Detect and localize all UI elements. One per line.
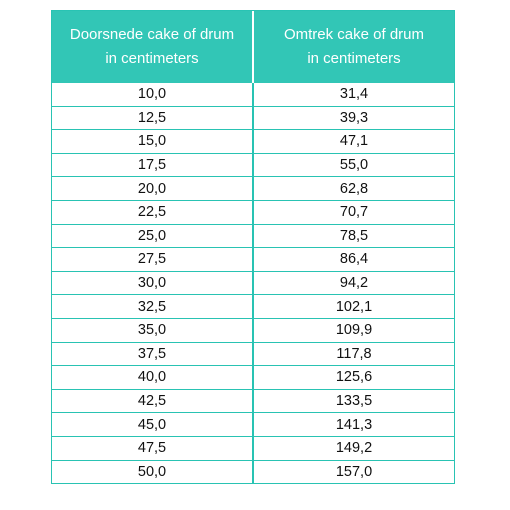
table-row: 42,5 133,5	[52, 389, 454, 414]
diameter-cell: 40,0	[52, 365, 254, 390]
table-row: 17,5 55,0	[52, 153, 454, 178]
diameter-cell: 25,0	[52, 224, 254, 249]
table-row: 35,0 109,9	[52, 318, 454, 343]
diameter-cell: 20,0	[52, 176, 254, 201]
table-row: 25,0 78,5	[52, 224, 454, 249]
header-diameter: Doorsnede cake of drum in centimeters	[52, 11, 254, 83]
conversion-table-container: Doorsnede cake of drum in centimeters Om…	[51, 10, 455, 485]
circumference-cell: 78,5	[253, 224, 454, 249]
diameter-cell: 45,0	[52, 412, 254, 437]
table-row: 27,5 86,4	[52, 247, 454, 272]
diameter-cell: 42,5	[52, 389, 254, 414]
header-circumference: Omtrek cake of drum in centimeters	[253, 11, 454, 83]
header-diameter-line-2: in centimeters	[105, 50, 199, 67]
table-row: 47,5 149,2	[52, 436, 454, 461]
diameter-cell: 12,5	[52, 106, 254, 131]
table-row: 50,0 157,0	[52, 460, 454, 484]
header-diameter-line-1: Doorsnede cake of drum	[69, 26, 235, 43]
diameter-cell: 37,5	[52, 342, 254, 367]
circumference-cell: 109,9	[253, 318, 454, 343]
circumference-cell: 149,2	[253, 436, 454, 461]
diameter-cell: 35,0	[52, 318, 254, 343]
header-circumference-line-1: Omtrek cake of drum	[283, 26, 425, 43]
circumference-cell: 55,0	[253, 153, 454, 178]
header-circumference-line-2: in centimeters	[307, 50, 401, 67]
diameter-cell: 27,5	[52, 247, 254, 272]
table-header: Doorsnede cake of drum in centimeters Om…	[52, 11, 454, 83]
header-row: Doorsnede cake of drum in centimeters Om…	[52, 11, 454, 83]
table-row: 37,5 117,8	[52, 342, 454, 367]
diameter-cell: 17,5	[52, 153, 254, 178]
circumference-cell: 39,3	[253, 106, 454, 131]
table-row: 10,0 31,4	[52, 83, 454, 107]
diameter-cell: 10,0	[52, 83, 254, 107]
diameter-cell: 15,0	[52, 129, 254, 154]
circumference-cell: 133,5	[253, 389, 454, 414]
circumference-cell: 94,2	[253, 271, 454, 296]
circumference-cell: 86,4	[253, 247, 454, 272]
table-row: 15,0 47,1	[52, 129, 454, 154]
circumference-cell: 102,1	[253, 294, 454, 319]
table-row: 45,0 141,3	[52, 412, 454, 437]
table-row: 40,0 125,6	[52, 365, 454, 390]
diameter-cell: 32,5	[52, 294, 254, 319]
circumference-cell: 47,1	[253, 129, 454, 154]
table-row: 12,5 39,3	[52, 106, 454, 131]
circumference-cell: 157,0	[335, 463, 373, 480]
circumference-cell: 141,3	[253, 412, 454, 437]
circumference-cell: 70,7	[253, 200, 454, 225]
circumference-cell: 125,6	[253, 365, 454, 390]
diameter-cell: 50,0	[52, 460, 254, 484]
circumference-cell: 62,8	[253, 176, 454, 201]
diameter-cell: 47,5	[52, 436, 254, 461]
diameter-cell: 22,5	[52, 200, 254, 225]
table-row: 32,5 102,1	[52, 294, 454, 319]
table-row: 22,5 70,7	[52, 200, 454, 225]
table-row: 20,0 62,8	[52, 176, 454, 201]
table-row: 30,0 94,2	[52, 271, 454, 296]
circumference-cell: 117,8	[253, 342, 454, 367]
table-body: 10,0 31,4 12,5 39,3 15,0 47,1 17,5 55,0 20,0 62,8…	[52, 83, 454, 484]
diameter-circumference-table: Doorsnede cake of drum in centimeters Om…	[52, 11, 454, 484]
circumference-cell: 31,4	[253, 83, 454, 107]
diameter-cell: 30,0	[52, 271, 254, 296]
